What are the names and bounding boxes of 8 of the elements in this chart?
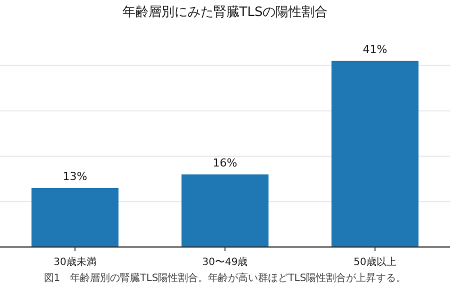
caption: 図1 年齢層別の腎臓TLS陽性割合。年齢が高い群ほどTLS陽性割合が上昇する。: [44, 272, 406, 284]
chart-title: 年齢層別にみた腎臓TLSの陽性割合: [122, 5, 328, 20]
x-tick-label: 50歳以上: [354, 256, 396, 268]
data-label: 16%: [212, 156, 238, 170]
x-tick-label: 30歳未満: [54, 256, 96, 268]
data-label: 41%: [362, 42, 388, 56]
data-label: 13%: [62, 170, 88, 183]
x-tick-label: 30〜49歳: [202, 256, 248, 268]
